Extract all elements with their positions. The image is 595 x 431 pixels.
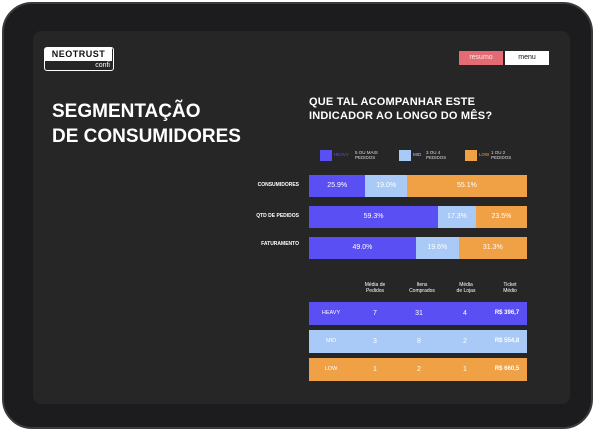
cell-media-pedidos: 3 [373, 338, 377, 345]
legend-desc-mid: 3 OU 4 PEDIDOS [426, 150, 466, 160]
cell-itens-comprados: 2 [417, 366, 421, 373]
header-ticket-line2: Médio [503, 288, 517, 294]
legend-desc-mid-line1: 3 OU 4 [426, 150, 441, 155]
bar-segment-heavy: 25.9% [309, 175, 366, 197]
legend-name-low: LOW [479, 152, 490, 157]
logo-text: NEOTRUST [45, 48, 112, 61]
bar-label-faturamento: FATURAMENTO [261, 241, 299, 247]
legend-name-mid: MID [413, 152, 422, 157]
bar-segment-low: 23.5% [475, 206, 527, 228]
header-itens-line2: Comprados [409, 288, 435, 294]
header-lojas-line1: Média [459, 282, 473, 288]
header-itens-line1: Itens [416, 282, 428, 288]
cell-media-lojas: 1 [463, 366, 467, 373]
header-pedidos-line2: Pedidos [365, 288, 385, 294]
page-title: SEGMENTAÇÃO DE CONSUMIDORES [52, 99, 241, 149]
legend-desc-mid-line2: PEDIDOS [426, 155, 447, 160]
header-ticket-line1: Ticket [503, 282, 517, 288]
cell-media-lojas: 4 [463, 310, 467, 317]
subtitle-line2: INDICADOR AO LONGO DO MÊS? [309, 110, 493, 122]
bar-segment-low: 55.1% [406, 175, 527, 197]
legend-heavy: HEAVY 5 OU MAIS PEDIDOS [320, 149, 400, 163]
legend-desc-heavy-line1: 5 OU MAIS [355, 150, 378, 155]
legend-desc-heavy: 5 OU MAIS PEDIDOS [355, 150, 395, 160]
section-subtitle: QUE TAL ACOMPANHAR ESTE INDICADOR AO LON… [309, 95, 492, 123]
bar-segment-mid: 19.0% [365, 175, 407, 197]
cell-media-pedidos: 1 [373, 366, 377, 373]
table-header-ticket: Ticket Médio [485, 282, 535, 294]
logo-subtext: confi [95, 62, 110, 69]
table-row-heavy: HEAVY 7 31 4 R$ 396,7 [309, 302, 527, 325]
row-segment-name: LOW [324, 366, 338, 372]
legend-desc-low: 1 OU 2 PEDIDOS [491, 150, 531, 160]
page-title-line1: SEGMENTAÇÃO [52, 101, 201, 122]
legend-desc-heavy-line2: PEDIDOS [355, 155, 376, 160]
legend-swatch-low [465, 150, 477, 161]
cell-itens-comprados: 8 [417, 338, 421, 345]
page-title-line2: DE CONSUMIDORES [52, 126, 241, 147]
legend-desc-low-line1: 1 OU 2 [491, 150, 506, 155]
cell-itens-comprados: 31 [415, 310, 423, 317]
row-segment-name: MID [325, 338, 337, 344]
bar-segment-low: 31.3% [458, 237, 527, 259]
cell-ticket-medio: R$ 660,5 [494, 366, 520, 372]
cell-ticket-medio: R$ 554,8 [494, 338, 520, 344]
menu-button[interactable]: menu [505, 51, 549, 65]
legend-low: LOW 1 OU 2 PEDIDOS [465, 149, 525, 163]
table-header-lojas: Média de Lojas [441, 282, 491, 294]
neotrust-logo: NEOTRUST confi [44, 47, 114, 71]
table-header-pedidos: Média de Pedidos [350, 282, 400, 294]
legend-swatch-mid [399, 150, 411, 161]
table-row-low: LOW 1 2 1 R$ 660,5 [309, 358, 527, 381]
bar-segment-mid: 17.3% [438, 206, 476, 228]
cell-ticket-medio: R$ 396,7 [494, 310, 520, 316]
bar-segment-mid: 19.6% [415, 237, 459, 259]
legend-desc-low-line2: PEDIDOS [491, 155, 512, 160]
bar-consumidores: 25.9% 19.0% 55.1% [309, 175, 527, 197]
bar-label-consumidores: CONSUMIDORES [257, 182, 299, 188]
screen: NEOTRUST confi resumo menu SEGMENTAÇÃO D… [33, 31, 570, 404]
cell-media-pedidos: 7 [373, 310, 377, 317]
resumo-button[interactable]: resumo [459, 51, 503, 65]
cell-media-lojas: 2 [463, 338, 467, 345]
legend-swatch-heavy [320, 150, 332, 161]
subtitle-line1: QUE TAL ACOMPANHAR ESTE [309, 96, 476, 108]
bar-segment-heavy: 49.0% [309, 237, 416, 259]
table-row-mid: MID 3 8 2 R$ 554,8 [309, 330, 527, 353]
bar-faturamento: 49.0% 19.6% 31.3% [309, 237, 527, 259]
row-segment-name: HEAVY [321, 310, 341, 316]
bar-label-qtd-pedidos: QTD DE PEDIDOS [256, 213, 299, 219]
table-header-itens: Itens Comprados [397, 282, 447, 294]
header-lojas-line2: de Lojas [456, 288, 476, 294]
legend-mid: MID 3 OU 4 PEDIDOS [399, 149, 459, 163]
legend-name-heavy: HEAVY [334, 152, 349, 157]
bar-segment-heavy: 59.3% [309, 206, 439, 228]
header-pedidos-line1: Média de [364, 282, 386, 288]
bar-qtd-pedidos: 59.3% 17.3% 23.5% [309, 206, 527, 228]
